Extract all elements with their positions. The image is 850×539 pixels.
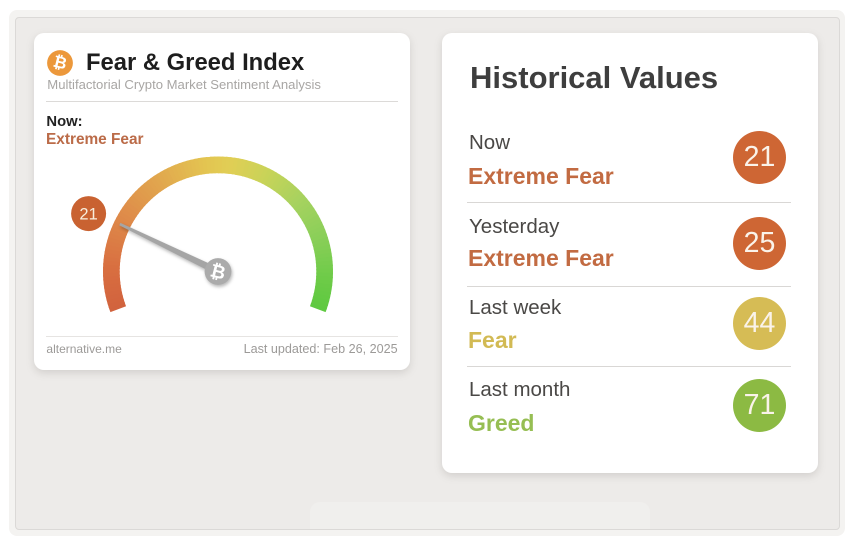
svg-text:21: 21: [79, 206, 97, 224]
svg-text:₿: ₿: [208, 259, 228, 283]
svg-text:₿: ₿: [52, 53, 69, 74]
